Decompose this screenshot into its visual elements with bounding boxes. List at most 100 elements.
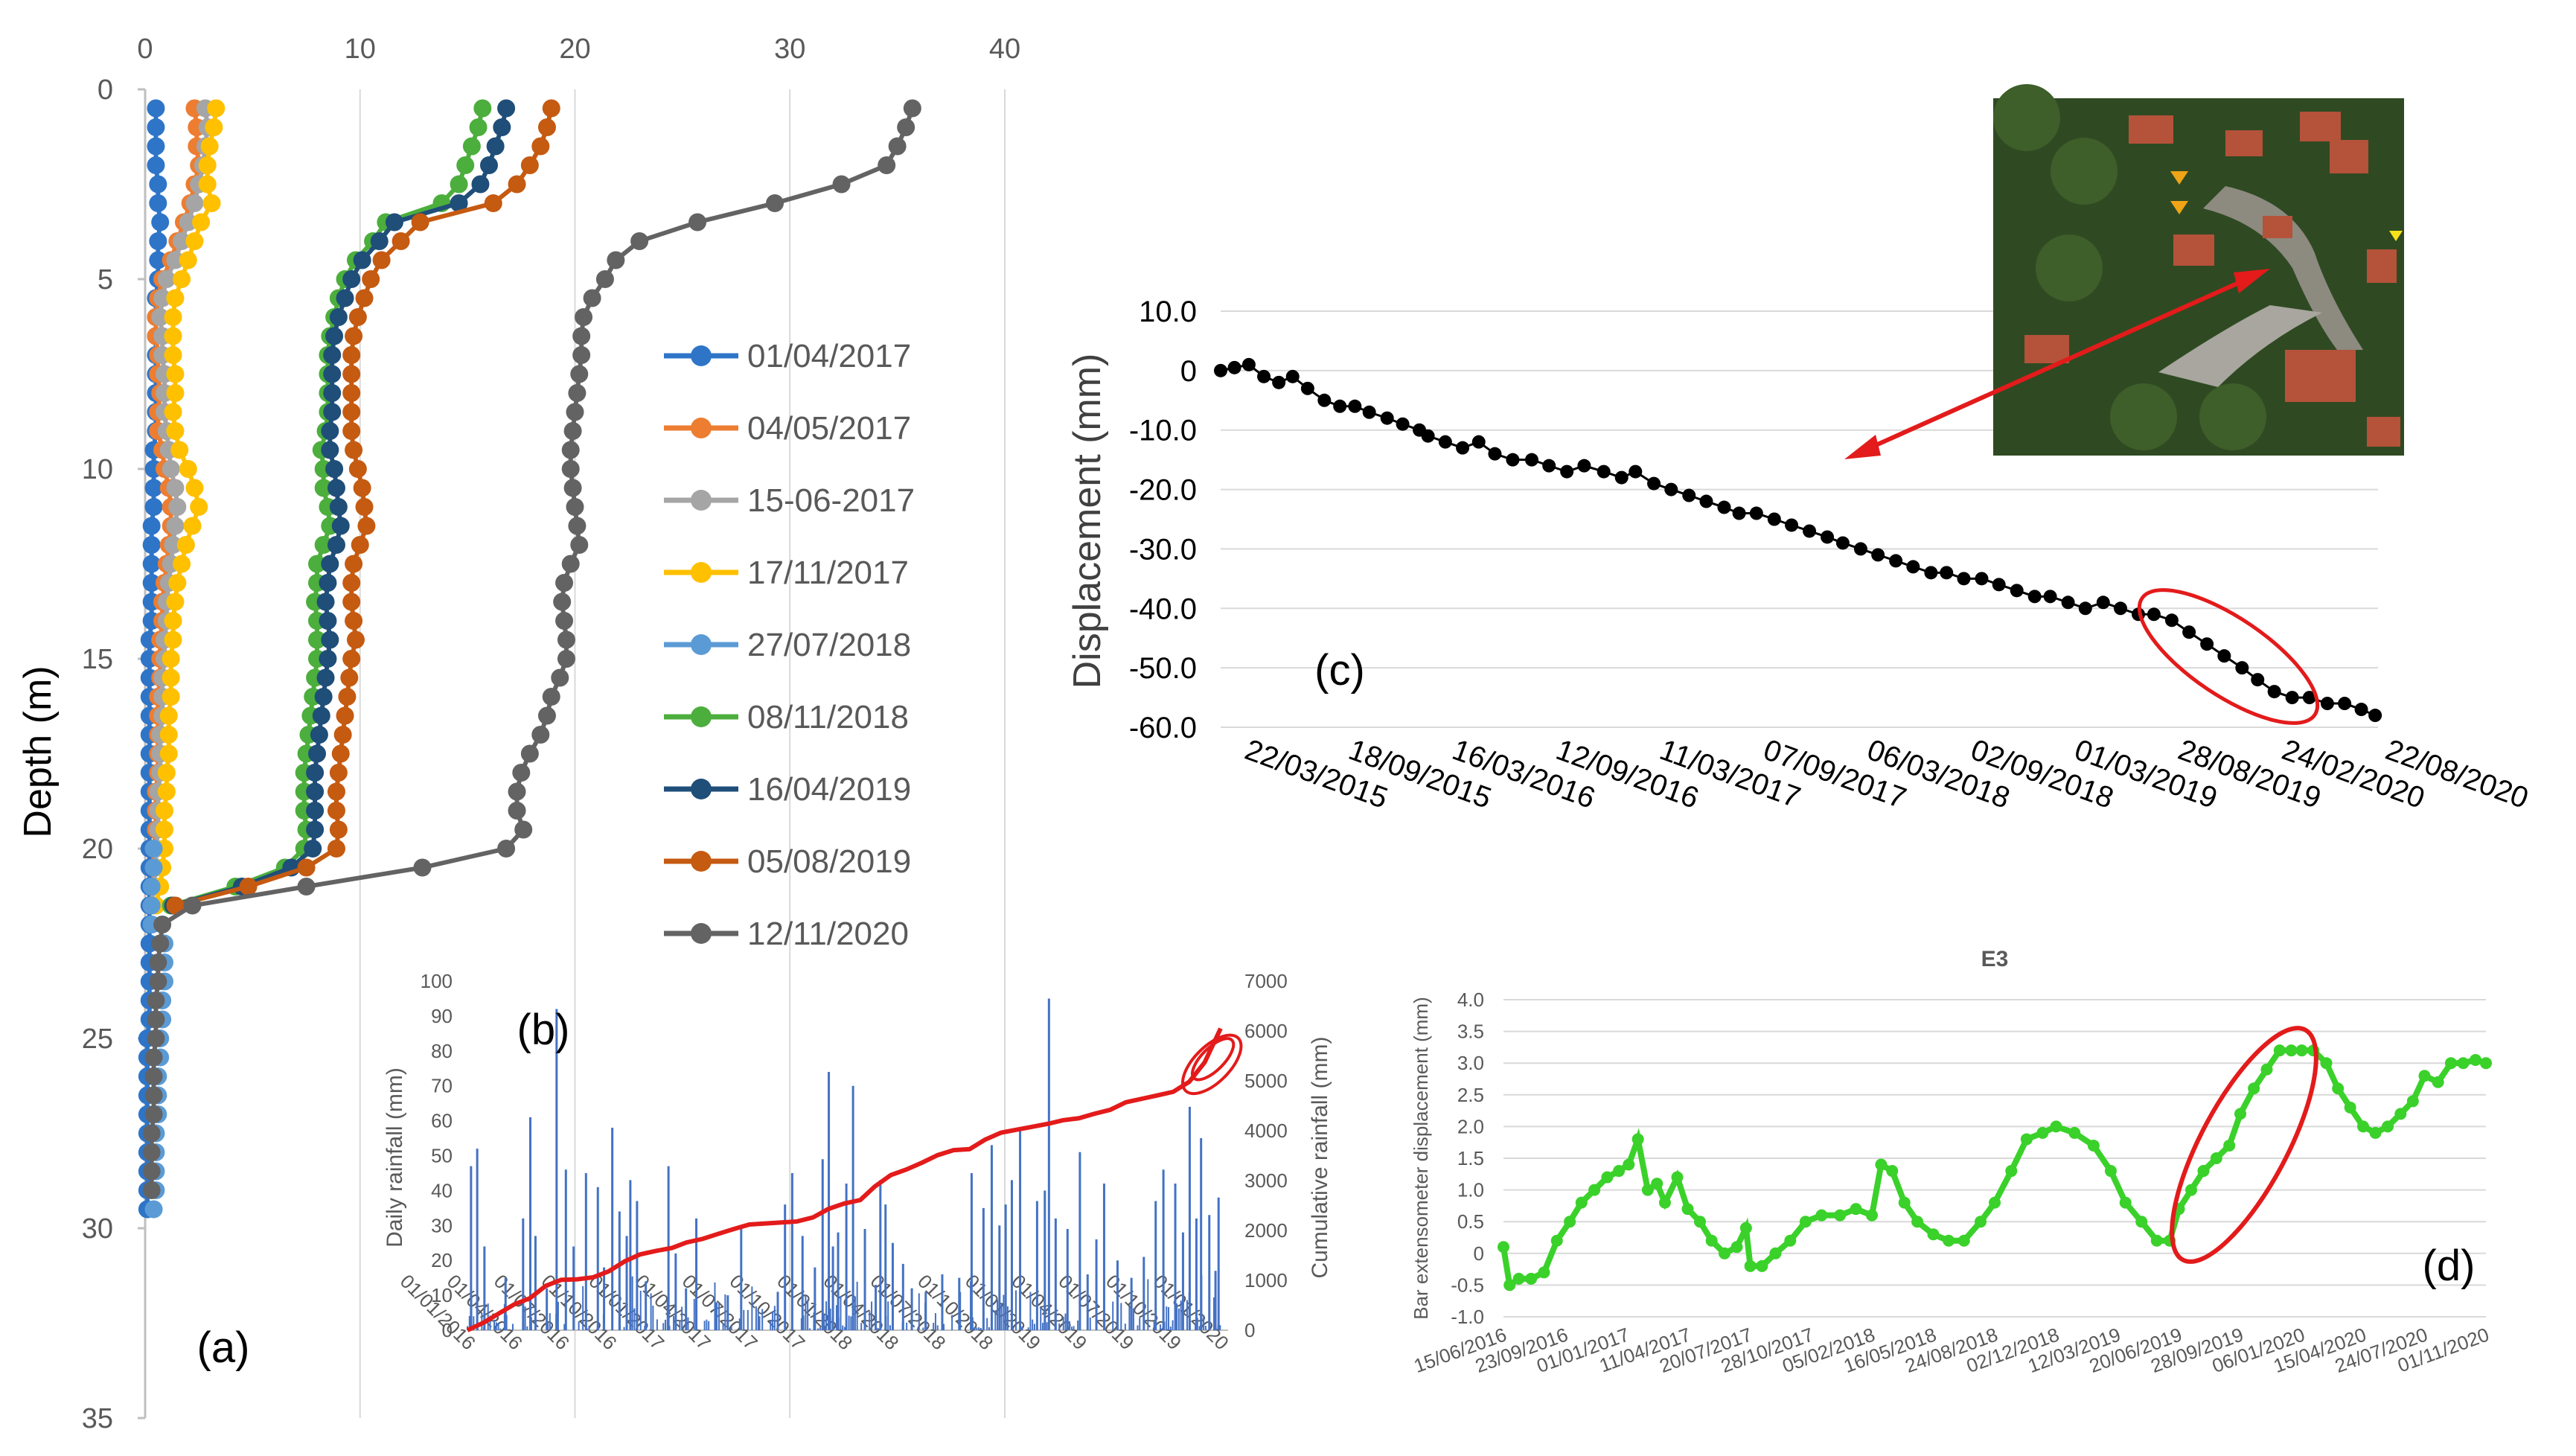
c-series (1214, 357, 2382, 723)
b-y2tick-label: 6000 (1244, 1020, 1288, 1042)
a-data-point (553, 593, 572, 611)
a-data-point (176, 536, 195, 554)
aerial-marker-triangle (2170, 201, 2188, 214)
c-data-point (1471, 435, 1486, 449)
a-data-point (183, 517, 202, 535)
c-data-point (1362, 405, 1376, 419)
a-data-point (353, 479, 371, 497)
c-data-point (1300, 381, 1314, 395)
d-data-point (1538, 1266, 1550, 1279)
d-data-point (2382, 1120, 2394, 1133)
c-ytick-label: -50.0 (1129, 652, 1197, 685)
aerial-roof (2173, 234, 2214, 266)
a-data-point (557, 650, 575, 668)
c-data-point (1629, 464, 1643, 479)
a-data-point (566, 403, 584, 421)
d-data-point (1815, 1209, 1828, 1222)
b-ytick-label: 60 (431, 1110, 453, 1132)
a-data-point (327, 802, 345, 820)
a-data-point (164, 536, 182, 554)
a-data-point (179, 251, 197, 269)
a-legend-swatch-dot (691, 923, 712, 944)
d-data-point (2119, 1196, 2132, 1209)
d-panel-label: (d) (2423, 1242, 2476, 1290)
c-data-point (1380, 411, 1394, 425)
c-panel-label: (c) (1314, 646, 1365, 695)
a-data-point (508, 802, 526, 820)
a-data-point (327, 782, 345, 801)
a-xtick-label: 30 (774, 33, 805, 65)
aerial-roof (2330, 140, 2368, 173)
c-data-point (2302, 691, 2316, 705)
d-y-axis-title: Bar extensometer displacement (mm) (1410, 997, 1432, 1319)
c-data-point (1421, 429, 1435, 443)
c-data-point (1821, 530, 1835, 544)
a-data-point (568, 517, 587, 535)
a-legend-swatch-dot (691, 562, 712, 583)
a-series-5 (162, 99, 492, 915)
a-data-point (321, 555, 339, 573)
d-data-point (1564, 1216, 1576, 1228)
d-data-point (2480, 1057, 2492, 1070)
a-series-8 (142, 99, 921, 1199)
c-data-point (1524, 453, 1538, 467)
a-data-point (357, 517, 376, 535)
d-data-point (1744, 1259, 1757, 1272)
d-data-point (2135, 1216, 2148, 1228)
c-data-point (1749, 506, 1763, 520)
a-data-point (144, 1105, 163, 1123)
d-data-point (2087, 1139, 2100, 1152)
a-data-point (531, 726, 550, 744)
a-data-point (329, 498, 348, 516)
a-data-point (607, 251, 625, 269)
a-data-point (200, 137, 219, 156)
d-ytick-label: 2.5 (1457, 1084, 1484, 1106)
d-data-point (2260, 1063, 2273, 1076)
a-data-point (321, 441, 339, 459)
a-data-point (551, 668, 569, 687)
d-data-point (1850, 1203, 1862, 1216)
a-data-point (147, 118, 165, 136)
a-data-point (142, 536, 161, 554)
a-xtick-label: 0 (137, 33, 153, 65)
a-data-point (202, 194, 221, 212)
a-data-point (329, 820, 348, 839)
a-data-point (346, 630, 365, 649)
a-data-point (323, 346, 342, 364)
c-data-point (2010, 584, 2024, 598)
a-data-point (166, 896, 185, 915)
c-data-point (1664, 482, 1678, 496)
d-data-point (1769, 1247, 1782, 1259)
a-data-point (450, 175, 468, 194)
a-legend-label: 27/07/2018 (747, 627, 911, 663)
b-cumulative-line (466, 1027, 1223, 1332)
aerial-tree-cluster (2051, 138, 2118, 205)
a-data-point (345, 441, 363, 459)
a-legend-label: 01/04/2017 (747, 338, 911, 374)
a-data-point (497, 840, 516, 858)
d-data-point (2197, 1165, 2210, 1178)
a-ytick-label: 25 (82, 1024, 113, 1055)
aerial-roof (2129, 115, 2173, 144)
a-data-point (155, 820, 173, 839)
b-y2tick-label: 3000 (1244, 1169, 1288, 1192)
a-data-point (198, 175, 217, 194)
a-data-point (520, 744, 539, 763)
d-data-point (1550, 1234, 1563, 1247)
a-data-point (563, 479, 582, 497)
a-data-point (508, 782, 526, 801)
c-ytick-label: 10.0 (1139, 296, 1197, 328)
a-data-point (497, 99, 516, 118)
a-data-point (142, 574, 161, 592)
a-data-point (173, 232, 191, 250)
d-data-point (1658, 1196, 1671, 1209)
b-y2tick-label: 0 (1244, 1319, 1255, 1341)
a-data-point (570, 365, 589, 383)
b-y2-axis-title: Cumulative rainfall (mm) (1308, 1036, 1332, 1278)
a-data-point (162, 460, 180, 478)
a-data-point (342, 403, 361, 421)
a-y-axis-title: Depth (m) (16, 665, 60, 837)
a-data-point (314, 479, 333, 497)
a-ytick-label: 30 (82, 1213, 113, 1245)
d-data-point (2068, 1126, 2081, 1139)
